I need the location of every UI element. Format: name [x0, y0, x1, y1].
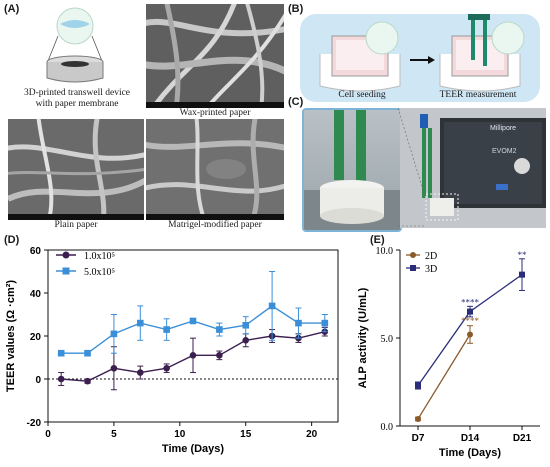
- y-tick-label: 60: [30, 246, 42, 257]
- legend-marker: [62, 251, 70, 259]
- y-axis-label: ALP activity (U/mL): [357, 287, 369, 388]
- zoom-callout-lines: [398, 108, 427, 227]
- data-point: [242, 321, 250, 329]
- sem-plain-paper: [8, 119, 144, 220]
- data-point: [467, 308, 473, 315]
- x-tick-label: 15: [240, 429, 252, 440]
- data-point: [216, 326, 223, 333]
- y-tick-label: 20: [30, 332, 42, 343]
- panel-a-label: (A): [4, 3, 20, 15]
- data-point: [268, 302, 276, 310]
- data-point: [216, 352, 223, 359]
- wax-caption: Wax-printed paper: [179, 108, 251, 118]
- y-tick-label: -20: [27, 418, 42, 429]
- data-point: [136, 319, 144, 327]
- step-teer-measurement: TEER measurement: [439, 90, 517, 100]
- panel-b-label: (B): [288, 3, 304, 15]
- data-point: [321, 319, 329, 327]
- data-point: [295, 319, 302, 327]
- data-point: [189, 317, 197, 325]
- sem-scale-bar: [146, 102, 284, 108]
- step-cell-seeding: Cell seeding: [338, 90, 386, 100]
- data-point: [242, 337, 250, 344]
- sem-matrigel-paper: [146, 119, 284, 220]
- sem-scale-bar: [146, 214, 284, 220]
- y-tick-label: 40: [30, 289, 42, 300]
- x-tick-label: 10: [174, 429, 186, 440]
- data-point: [84, 349, 91, 357]
- significance-annotation: **: [518, 250, 528, 260]
- instrument-model: EVOM2: [492, 148, 517, 155]
- data-point: [163, 326, 170, 333]
- data-point: [57, 349, 65, 357]
- panel-d-label: (D): [4, 234, 20, 246]
- y-tick-label: 0: [35, 375, 41, 386]
- legend-marker: [410, 265, 416, 271]
- data-point: [415, 382, 421, 389]
- legend-label: 2D: [425, 251, 437, 262]
- matrigel-caption: Matrigel-modified paper: [168, 220, 262, 230]
- data-point: [189, 352, 197, 359]
- legend-label: 5.0x10⁵: [84, 267, 115, 278]
- y-axis-label: TEER values (Ω ·cm²): [5, 280, 17, 392]
- panel-c-label: (C): [288, 96, 304, 108]
- data-point: [110, 364, 118, 372]
- series-line-1: [417, 334, 471, 420]
- alp-line-chart: 0.0 5.0 10.0 D7 D14 D21 Time (Days) ALP activit…: [357, 246, 540, 459]
- data-point: [84, 377, 91, 385]
- legend-marker: [62, 267, 70, 275]
- legend-label: 1.0x10⁵: [84, 251, 115, 262]
- data-point: [415, 415, 421, 422]
- x-tick-label: 5: [111, 429, 117, 440]
- y-tick-label: 10.0: [376, 246, 394, 257]
- x-tick-label: D7: [412, 433, 425, 444]
- legend-marker: [410, 252, 416, 258]
- transwell-device-illustration: [46, 7, 104, 83]
- data-point: [57, 375, 65, 383]
- data-point: [110, 330, 118, 338]
- data-point: [136, 369, 144, 376]
- photo-evom-instrument: Millipore EVOM2: [400, 108, 546, 228]
- plain-caption: Plain paper: [54, 220, 98, 230]
- data-point: [467, 331, 473, 338]
- sem-wax-printed-paper: [146, 4, 284, 108]
- x-tick-label: 20: [306, 429, 318, 440]
- legend-label: 3D: [425, 264, 437, 275]
- x-axis-label: Time (Days): [439, 447, 501, 459]
- y-tick-label: 0.0: [381, 422, 394, 433]
- photo-electrode-in-device: [302, 108, 402, 232]
- x-tick-label: 0: [45, 429, 51, 440]
- data-point: [519, 271, 525, 278]
- instrument-brand: Millipore: [490, 125, 517, 132]
- sem-scale-bar: [8, 214, 144, 220]
- significance-annotation: ****: [461, 316, 480, 326]
- cell-seeding-schematic: [300, 14, 540, 102]
- x-tick-label: D21: [513, 433, 532, 444]
- x-tick-label: D14: [461, 433, 480, 444]
- data-point: [163, 364, 170, 372]
- device-caption: 3D-printed transwell device with paper m…: [23, 88, 131, 109]
- y-tick-label: 5.0: [381, 334, 394, 345]
- significance-annotation: ****: [461, 297, 480, 307]
- x-axis-label: Time (Days): [162, 443, 224, 455]
- panel-e-label: (E): [370, 234, 385, 246]
